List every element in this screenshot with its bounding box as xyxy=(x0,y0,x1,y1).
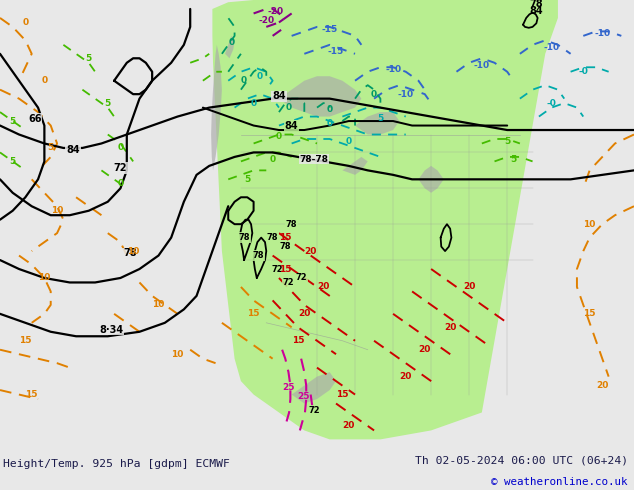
Text: 0: 0 xyxy=(117,144,124,152)
Polygon shape xyxy=(418,166,444,193)
Text: 0: 0 xyxy=(250,98,257,108)
Text: 84: 84 xyxy=(272,92,286,101)
Polygon shape xyxy=(212,0,558,440)
Text: 8·34: 8·34 xyxy=(99,324,123,335)
Text: -10: -10 xyxy=(385,65,401,74)
Text: -20: -20 xyxy=(258,16,275,24)
Text: 72: 72 xyxy=(271,265,283,273)
Text: 72: 72 xyxy=(308,406,320,415)
Text: 5: 5 xyxy=(48,144,54,152)
Text: 78: 78 xyxy=(238,233,250,242)
Text: 20: 20 xyxy=(418,345,431,354)
Text: 0: 0 xyxy=(117,179,124,188)
Text: 0: 0 xyxy=(327,119,333,128)
Text: 15: 15 xyxy=(247,309,260,318)
Text: 20: 20 xyxy=(317,282,330,292)
Text: 0: 0 xyxy=(241,76,247,85)
Polygon shape xyxy=(342,157,368,175)
Text: 15: 15 xyxy=(19,336,32,345)
Text: 78: 78 xyxy=(123,248,137,258)
Text: 10: 10 xyxy=(152,300,165,309)
Text: 5: 5 xyxy=(105,98,111,108)
Text: 72: 72 xyxy=(283,278,294,287)
Text: -15: -15 xyxy=(328,47,344,56)
Text: Th 02-05-2024 06:00 UTC (06+24): Th 02-05-2024 06:00 UTC (06+24) xyxy=(415,455,628,465)
Text: -10: -10 xyxy=(543,43,560,51)
Text: 0: 0 xyxy=(371,90,377,98)
Text: 0: 0 xyxy=(276,132,282,141)
Text: 78: 78 xyxy=(253,251,264,260)
Text: -10: -10 xyxy=(398,90,414,98)
Polygon shape xyxy=(211,45,222,171)
Text: 10: 10 xyxy=(171,350,184,359)
Text: 20: 20 xyxy=(444,323,456,332)
Text: 5: 5 xyxy=(10,157,16,166)
Text: -15: -15 xyxy=(321,24,338,34)
Text: 20: 20 xyxy=(596,381,609,390)
Text: 20: 20 xyxy=(342,421,355,430)
Polygon shape xyxy=(279,76,361,117)
Text: -0: -0 xyxy=(547,98,557,108)
Text: -0: -0 xyxy=(578,67,588,76)
Text: 25: 25 xyxy=(282,383,295,392)
Text: 0: 0 xyxy=(41,76,48,85)
Text: 78: 78 xyxy=(529,0,543,9)
Text: -10: -10 xyxy=(594,29,611,38)
Text: 78: 78 xyxy=(286,220,297,229)
Text: 15: 15 xyxy=(25,390,38,399)
Text: 5: 5 xyxy=(377,114,384,123)
Text: 20: 20 xyxy=(399,372,412,381)
Text: 0: 0 xyxy=(285,103,292,112)
Text: 20: 20 xyxy=(298,309,311,318)
Text: 25: 25 xyxy=(297,392,309,401)
Text: 5: 5 xyxy=(510,155,517,164)
Text: 5: 5 xyxy=(86,54,92,63)
Text: 78: 78 xyxy=(267,233,278,242)
Text: 10: 10 xyxy=(51,206,63,215)
Text: 15: 15 xyxy=(279,233,292,242)
Text: 0: 0 xyxy=(257,72,263,81)
Text: 84: 84 xyxy=(529,6,543,16)
Text: Height/Temp. 925 hPa [gdpm] ECMWF: Height/Temp. 925 hPa [gdpm] ECMWF xyxy=(3,459,230,469)
Text: 5: 5 xyxy=(244,175,250,184)
Text: 0: 0 xyxy=(346,137,352,146)
Text: 0: 0 xyxy=(22,18,29,27)
Polygon shape xyxy=(355,112,399,135)
Text: 84: 84 xyxy=(285,121,299,130)
Text: 10: 10 xyxy=(583,220,596,229)
Text: 15: 15 xyxy=(279,265,292,273)
Polygon shape xyxy=(225,36,235,58)
Text: 66: 66 xyxy=(28,114,42,124)
Text: 20: 20 xyxy=(463,282,476,292)
Text: 78: 78 xyxy=(280,242,291,251)
Text: © weatheronline.co.uk: © weatheronline.co.uk xyxy=(491,477,628,487)
Text: 5: 5 xyxy=(504,137,510,146)
Text: 15: 15 xyxy=(292,336,304,345)
Polygon shape xyxy=(292,372,336,404)
Text: 84: 84 xyxy=(66,145,80,155)
Text: 72: 72 xyxy=(295,273,307,282)
Text: 78-78: 78-78 xyxy=(299,155,328,164)
Text: 0: 0 xyxy=(228,38,235,47)
Text: 72: 72 xyxy=(113,163,127,173)
Text: 0: 0 xyxy=(269,155,276,164)
Text: -10: -10 xyxy=(474,60,490,70)
Text: -20: -20 xyxy=(268,7,284,16)
Text: 10: 10 xyxy=(38,273,51,282)
Text: 5: 5 xyxy=(10,117,16,125)
Text: 20: 20 xyxy=(304,246,317,256)
Text: 10: 10 xyxy=(127,246,139,256)
Text: 15: 15 xyxy=(583,309,596,318)
Text: 15: 15 xyxy=(336,390,349,399)
Text: 0: 0 xyxy=(327,105,333,114)
